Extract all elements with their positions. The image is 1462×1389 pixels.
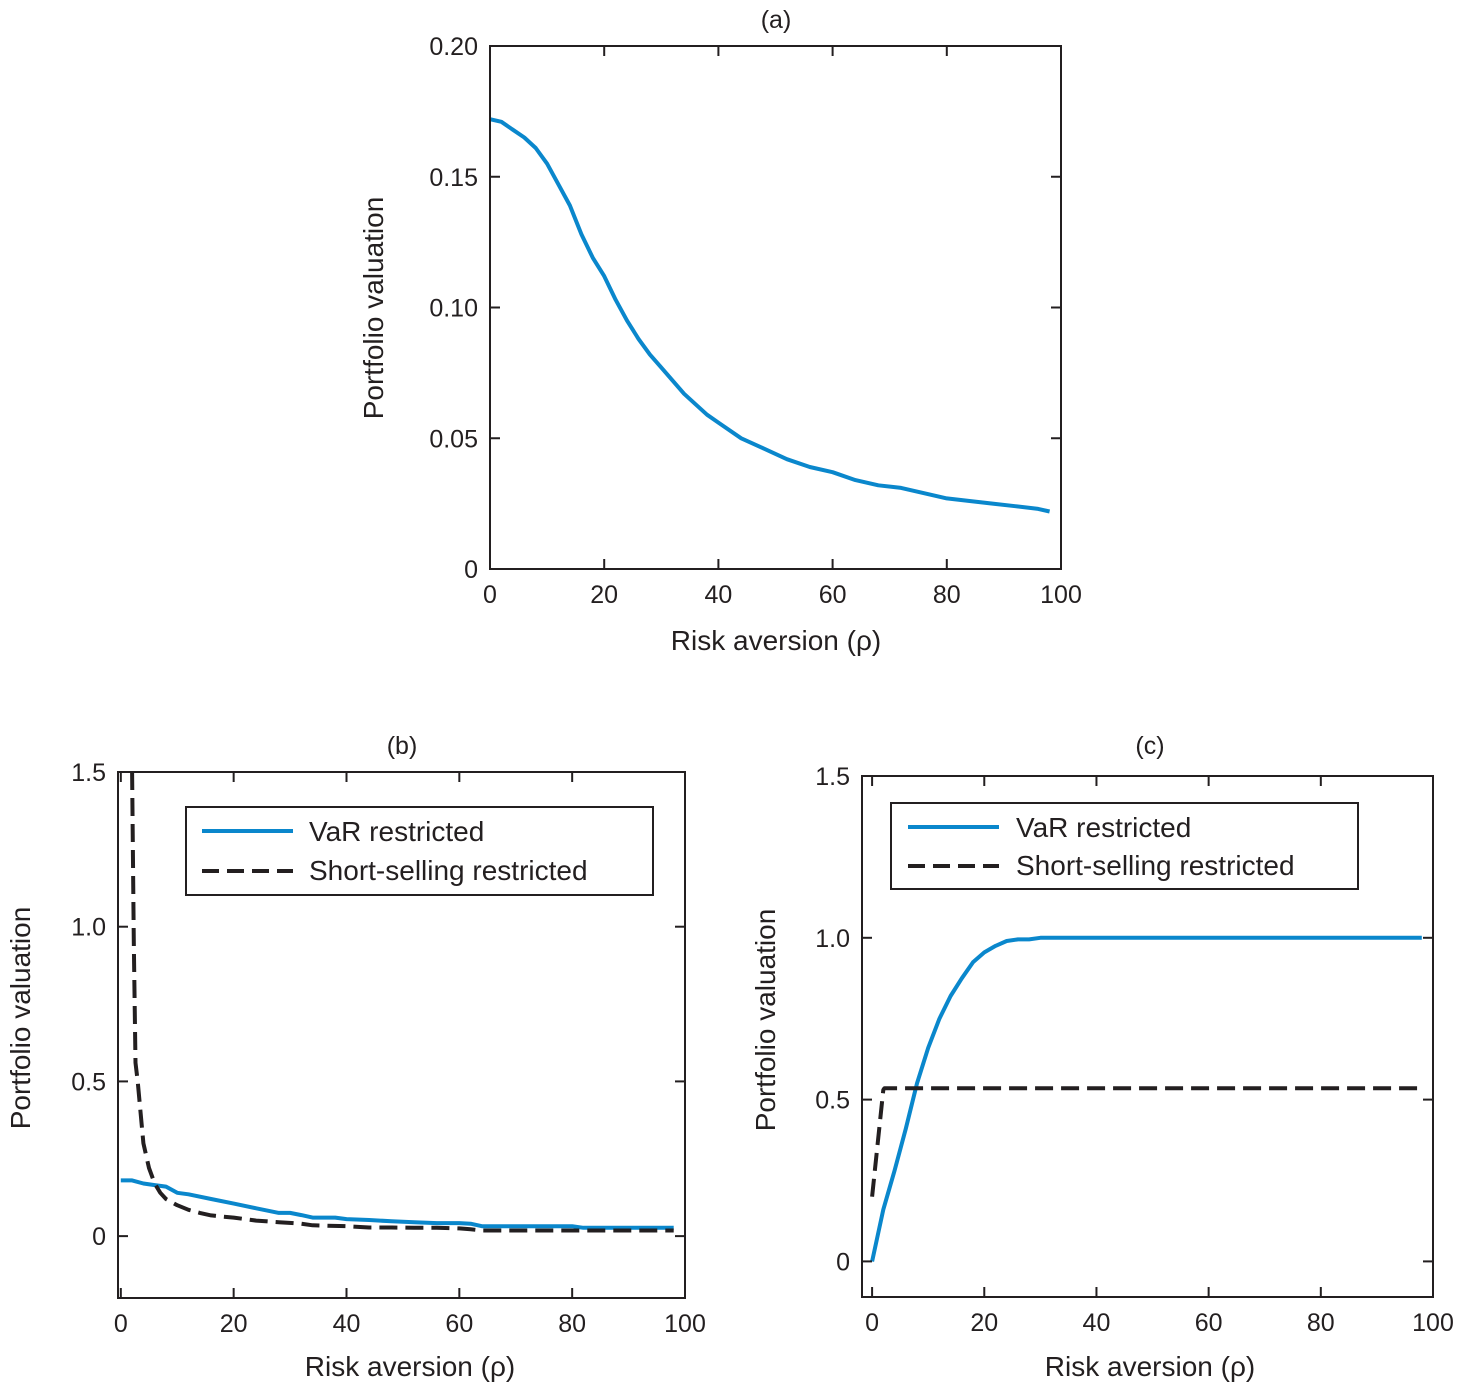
panel-a: (a) 0 20 40 60 80 100 0 0.05 0.10 0.15 0.20 Risk a… [358,6,1082,656]
panel-a-xtick-label: 60 [819,581,847,609]
panel-c-xtick-label: 40 [1083,1309,1111,1337]
panel-b: (b) 0 20 40 60 80 100 0 0.5 1.0 1.5 VaR restricte… [5,732,706,1382]
panel-b-xlabel: Risk aversion (ρ) [305,1351,515,1382]
panel-c-series-var-restricted-line [870,935,1422,1262]
panel-c-legend-box [890,802,1359,890]
panel-a-ytick-label: 0.15 [429,164,478,192]
panel-a-ytick-label: 0.20 [429,33,478,61]
panel-a-xtick-label: 40 [704,581,732,609]
panel-a-xtick-label: 20 [590,581,618,609]
panel-c-series [870,935,1422,1262]
panel-c-ylabel: Portfolio valuation [750,909,781,1132]
panel-b-ytick-label: 1.5 [71,759,106,787]
panel-b-legend-label-var: VaR restricted [309,816,484,847]
panel-a-xtick-label: 80 [933,581,961,609]
panel-c-title: (c) [1135,732,1164,760]
panel-b-xtick-label: 100 [664,1310,706,1338]
panel-c-legend-label-var: VaR restricted [1016,812,1191,843]
panel-c-axes-box [861,775,1434,1298]
panel-c-ticks: 0 20 40 60 80 100 0 0.5 1.0 1.5 [815,763,1454,1337]
panel-b-series-var-restricted-line [120,1178,674,1230]
panel-b-axes-box [117,771,686,1299]
panel-b-legend: VaR restricted Short-selling restricted [185,806,654,896]
panel-c-series-short-selling-restricted-line [870,1086,1422,1197]
panel-c-legend-label-short: Short-selling restricted [1016,850,1295,881]
panel-c: (c) 0 20 40 60 80 100 0 0.5 1.0 1.5 VaR restricte… [750,732,1454,1382]
panel-a-xlabel: Risk aversion (ρ) [671,625,881,656]
panel-a-ylabel: Portfolio valuation [358,197,389,420]
panel-a-series [490,117,1051,514]
panel-b-legend-label-short: Short-selling restricted [309,855,588,886]
panel-c-xtick-label: 100 [1412,1309,1454,1337]
panel-c-xtick-label: 20 [970,1309,998,1337]
panel-a-series-portfolio-valuation-line [490,117,1051,514]
panel-b-xtick-label: 20 [220,1310,248,1338]
panel-a-xtick-label: 100 [1040,581,1082,609]
panel-a-xtick-label: 0 [483,581,497,609]
panel-a-ticks: 0 20 40 60 80 100 0 0.05 0.10 0.15 0.20 [429,33,1082,609]
panel-a-ytick-label: 0.10 [429,295,478,323]
panel-c-ytick-label: 1.5 [815,763,850,791]
panel-b-xtick-label: 60 [445,1310,473,1338]
panel-b-ytick-label: 0.5 [71,1068,106,1096]
panel-b-ytick-label: 0 [92,1223,106,1251]
panel-c-xtick-label: 80 [1307,1309,1335,1337]
panel-b-ylabel: Portfolio valuation [5,907,36,1130]
panel-c-xtick-label: 60 [1195,1309,1223,1337]
panel-c-xtick-label: 0 [865,1309,879,1337]
panel-b-ytick-label: 1.0 [71,914,106,942]
panel-b-xtick-label: 80 [558,1310,586,1338]
panel-b-legend-box [185,806,654,896]
panel-c-ytick-label: 1.0 [815,925,850,953]
panel-a-ytick-label: 0.05 [429,425,478,453]
panel-b-xtick-label: 40 [333,1310,361,1338]
panel-b-title: (b) [387,732,418,760]
panel-b-series-short-selling-restricted-line [130,772,674,1233]
panel-b-series [120,772,674,1233]
panel-c-ytick-label: 0 [836,1248,850,1276]
panel-b-xtick-label: 0 [114,1310,128,1338]
panel-a-ytick-label: 0 [464,556,478,584]
panel-a-title: (a) [761,6,792,34]
panel-a-axes-box [489,45,1062,570]
panel-c-ytick-label: 0.5 [815,1087,850,1115]
panel-c-xlabel: Risk aversion (ρ) [1045,1351,1255,1382]
panel-c-legend: VaR restricted Short-selling restricted [890,802,1359,890]
panel-b-ticks: 0 20 40 60 80 100 0 0.5 1.0 1.5 [71,759,706,1338]
